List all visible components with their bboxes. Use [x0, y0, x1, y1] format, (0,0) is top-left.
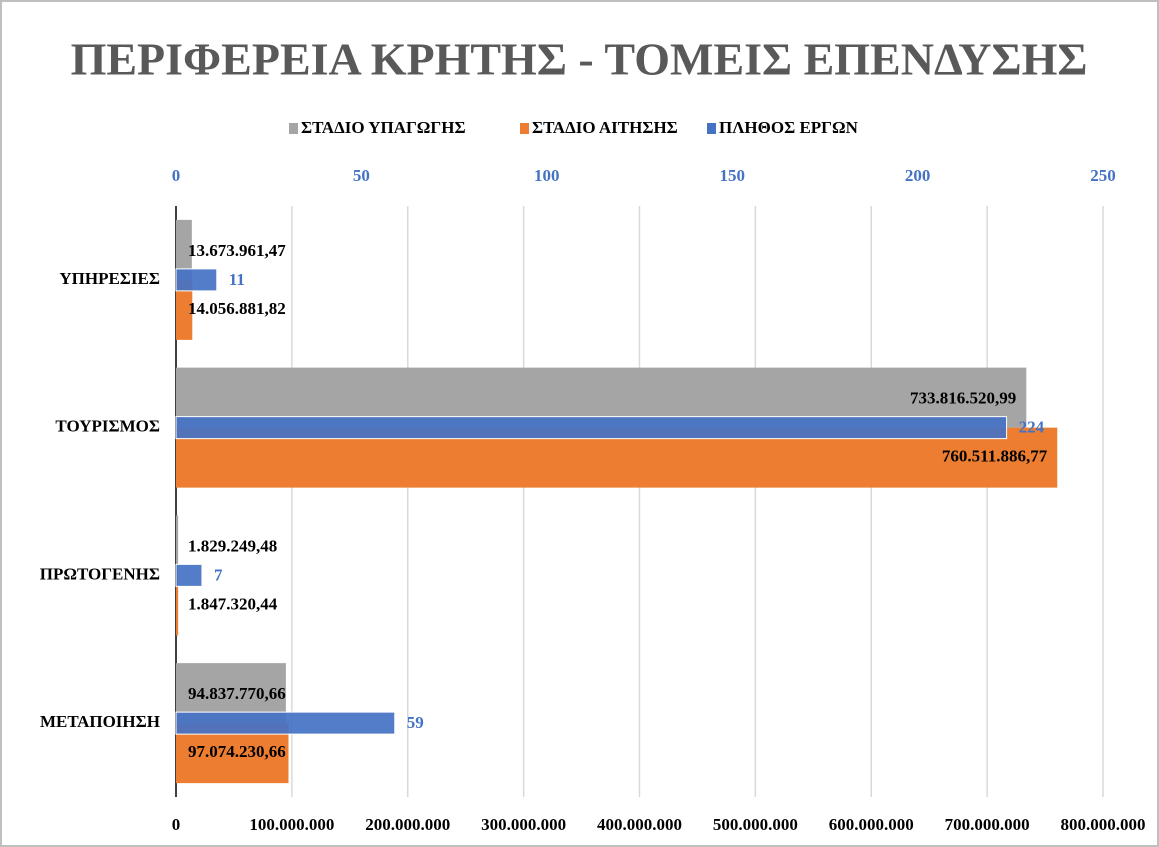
x-tick-label: 300.000.000: [481, 815, 566, 834]
data-label: 7: [214, 565, 223, 584]
data-label: 14.056.881,82: [188, 299, 286, 318]
data-label: 1.829.249,48: [188, 536, 277, 555]
data-label: 1.847.320,44: [188, 594, 278, 613]
bar: [176, 515, 179, 576]
x-tick-label: 0: [172, 815, 181, 834]
x2-tick-label: 50: [353, 166, 370, 185]
y-tick-label: ΜΕΤΑΠΟΙΗΣΗ: [40, 712, 160, 731]
bar: [175, 711, 396, 735]
x-tick-label: 100.000.000: [249, 815, 334, 834]
data-label: 224: [1019, 418, 1045, 437]
legend-swatch: [520, 123, 529, 134]
legend-label: ΠΛΗΘΟΣ ΕΡΓΩΝ: [719, 118, 859, 137]
legend-label: ΣΤΑΔΙΟ ΑΙΤΗΣΗΣ: [532, 118, 678, 137]
bar: [175, 563, 203, 587]
y-tick-label: ΤΟΥΡΙΣΜΟΣ: [55, 417, 160, 436]
bar: [176, 575, 179, 636]
data-label: 733.816.520,99: [910, 389, 1016, 408]
y-tick-label: ΥΠΗΡΕΣΙΕΣ: [59, 269, 160, 288]
data-label: 11: [229, 270, 245, 289]
x2-tick-label: 250: [1090, 166, 1116, 185]
bar: [176, 279, 193, 340]
data-label: 94.837.770,66: [188, 684, 286, 703]
x-tick-label: 800.000.000: [1061, 815, 1146, 834]
x-tick-label: 400.000.000: [597, 815, 682, 834]
chart-title: ΠΕΡΙΦΕΡΕΙΑ ΚΡΗΤΗΣ - ΤΟΜΕΙΣ ΕΠΕΝΔΥΣΗΣ: [71, 34, 1088, 85]
data-label: 760.511.886,77: [942, 447, 1048, 466]
x2-tick-label: 100: [534, 166, 560, 185]
legend-label: ΣΤΑΔΙΟ ΥΠΑΓΩΓΗΣ: [301, 118, 466, 137]
data-label: 13.673.961,47: [188, 241, 286, 260]
y-tick-label: ΠΡΩΤΟΓΕΝΗΣ: [40, 564, 160, 583]
x-tick-label: 200.000.000: [365, 815, 450, 834]
legend-swatch: [707, 123, 716, 134]
x-tick-label: 500.000.000: [713, 815, 798, 834]
x-tick-label: 700.000.000: [945, 815, 1030, 834]
legend-swatch: [289, 123, 298, 134]
bar: [176, 219, 192, 280]
x2-tick-label: 200: [905, 166, 931, 185]
data-label: 97.074.230,66: [188, 742, 286, 761]
data-label: 59: [407, 713, 424, 732]
bar: [175, 416, 1008, 440]
x2-tick-label: 150: [719, 166, 745, 185]
x-tick-label: 600.000.000: [829, 815, 914, 834]
bar: [175, 268, 218, 292]
x2-tick-label: 0: [172, 166, 181, 185]
